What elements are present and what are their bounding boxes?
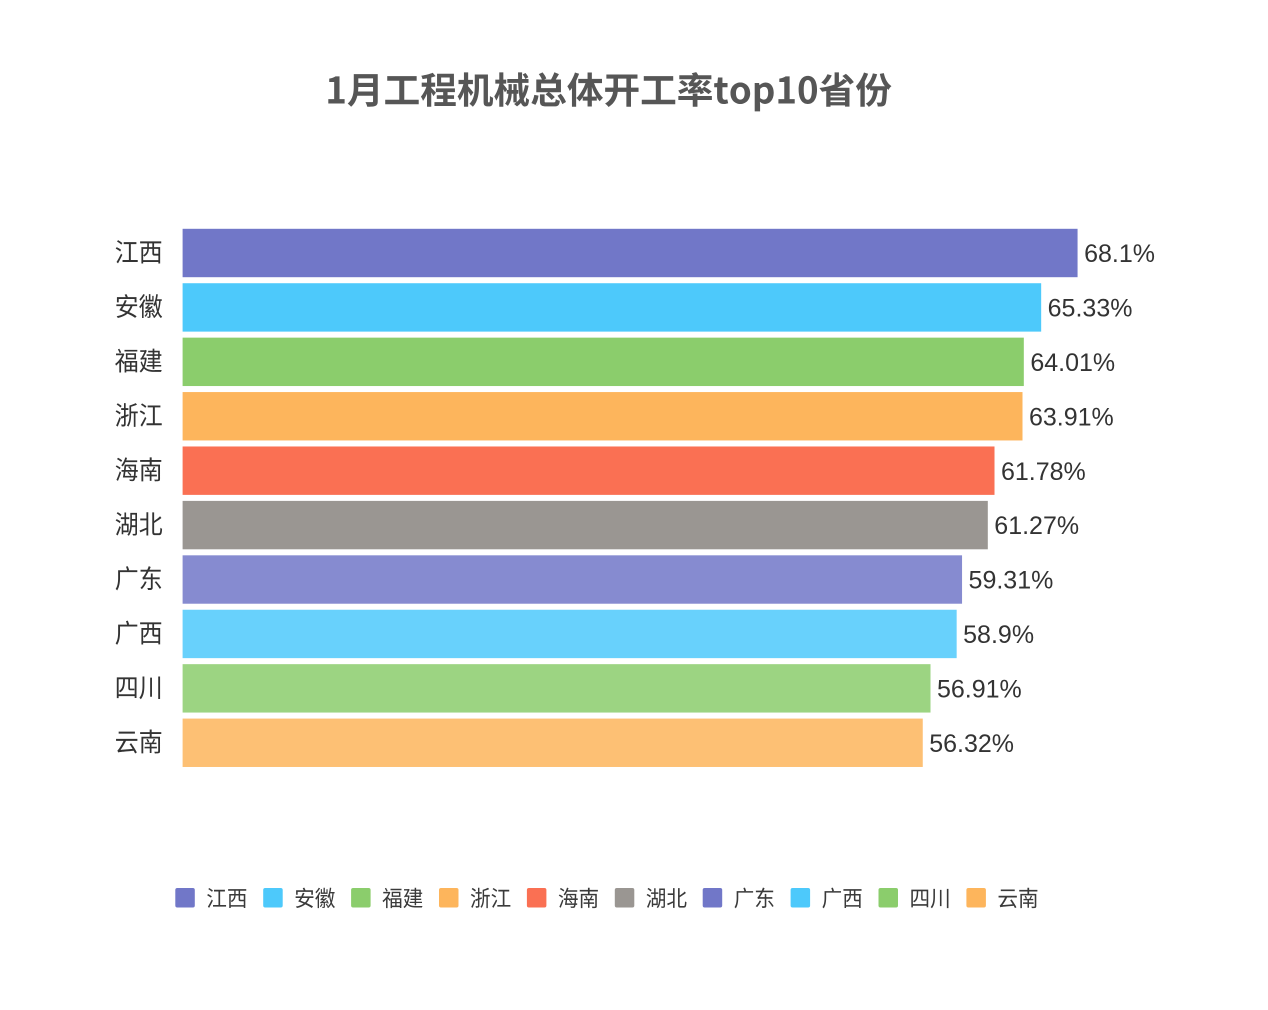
- svg-text:61.27%: 61.27%: [994, 512, 1079, 540]
- svg-text:59.31%: 59.31%: [969, 567, 1054, 595]
- svg-text:56.91%: 56.91%: [937, 675, 1022, 703]
- svg-text:68.1%: 68.1%: [1084, 240, 1155, 268]
- svg-text:61.78%: 61.78%: [1001, 458, 1086, 486]
- svg-text:56.32%: 56.32%: [929, 730, 1014, 758]
- svg-text:63.91%: 63.91%: [1029, 403, 1114, 431]
- svg-text:58.9%: 58.9%: [963, 621, 1034, 649]
- svg-text:64.01%: 64.01%: [1030, 349, 1115, 377]
- svg-text:65.33%: 65.33%: [1048, 295, 1133, 323]
